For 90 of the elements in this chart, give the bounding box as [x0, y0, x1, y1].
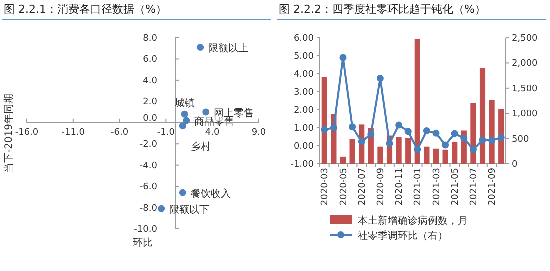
y-tick-label: -2.0 [140, 140, 158, 150]
bar [406, 138, 412, 164]
bar [480, 68, 486, 164]
x-tick-label: -1.0 [157, 128, 176, 138]
point [470, 146, 477, 154]
point [451, 130, 458, 138]
point [158, 205, 166, 212]
point [442, 142, 450, 149]
chart-title: 图 2.2.1：消费各口径数据（%） [4, 3, 167, 16]
x-tick-label: 2020-11 [395, 168, 406, 206]
point [460, 134, 468, 142]
x-tick-label: -6.0 [111, 128, 129, 138]
x-tick-label: 2021-07 [469, 168, 480, 206]
x-axis-title: 环比 [133, 237, 153, 249]
bar [340, 156, 346, 164]
y-tick-label: -8.0 [140, 204, 158, 214]
point [498, 134, 505, 142]
point [404, 128, 412, 136]
x-tick-label: 9.0 [252, 128, 266, 138]
point [386, 140, 394, 148]
x-tick-label: 4.0 [205, 128, 220, 138]
point [179, 189, 186, 196]
annotation: 乡村 [190, 141, 211, 154]
y-tick-label: -4.0 [140, 161, 158, 172]
bar [322, 77, 328, 164]
y-tick-label: 0.0 [143, 114, 158, 124]
y-tick-label: 3.00 [294, 88, 314, 98]
x-tick-label: 2020-03 [320, 168, 331, 206]
y-tick-label: 2.0 [143, 98, 158, 108]
chart-title: 图 2.2.2：四季度社零环比趋于钝化（%） [279, 3, 486, 16]
legend-label: 社零季调环比（右） [358, 230, 448, 242]
point [349, 124, 356, 131]
y-tick-label: 5.00 [294, 52, 314, 62]
point [358, 138, 366, 146]
y2-tick-label: 500 [512, 134, 530, 145]
point [179, 122, 186, 130]
x-tick-label: 2020-07 [358, 168, 368, 206]
y2-tick-label: 2,000 [512, 59, 538, 70]
y-tick-label: 4.00 [294, 70, 314, 80]
point [432, 130, 440, 137]
y2-tick-label: 0 [512, 160, 518, 170]
y2-tick-label: 1,000 [512, 110, 538, 120]
y-tick-label: 6.00 [294, 34, 314, 44]
point [321, 126, 328, 134]
point [423, 128, 430, 135]
point [340, 54, 347, 62]
annotation: 限额以上 [208, 42, 249, 55]
annotation: 商品零售 [194, 116, 235, 128]
point [197, 44, 204, 52]
y2-tick-label: 1,500 [512, 84, 538, 94]
point [414, 146, 422, 154]
y-tick-label: 4.0 [143, 76, 158, 86]
point [181, 110, 188, 118]
x-tick-label: -11.0 [62, 128, 86, 138]
y-tick-label: 2.00 [294, 106, 314, 116]
point [202, 108, 210, 116]
x-tick-label: 2021-09 [488, 168, 498, 206]
point [183, 117, 190, 124]
x-tick-label: 2021-05 [450, 168, 461, 206]
bar [452, 142, 458, 164]
x-tick-label: 2020-05 [339, 168, 350, 206]
legend-label: 本土新增确诊病例数，月 [358, 215, 468, 227]
y-tick-label: 6.0 [143, 55, 158, 66]
bar [396, 137, 402, 164]
point [368, 130, 375, 138]
point [396, 122, 403, 129]
y-axis-title: 当下-2019年同期 [3, 94, 15, 174]
bar [442, 150, 448, 164]
x-tick-label: 2021-03 [432, 168, 442, 206]
x-tick-label: -16.0 [15, 128, 39, 138]
y-tick-label: -1.00 [290, 160, 314, 170]
bar [424, 146, 430, 164]
y2-tick-label: 2,500 [512, 34, 538, 44]
bar [378, 146, 384, 164]
y-tick-label: -10.0 [134, 225, 158, 235]
point [479, 136, 486, 144]
y-tick-label: 0.00 [294, 142, 314, 152]
point [330, 124, 338, 132]
annotation: 餐饮收入 [190, 188, 231, 200]
bar [350, 139, 356, 164]
point [376, 75, 384, 82]
y-tick-label: 8.0 [143, 34, 158, 44]
annotation: 城镇 [174, 97, 195, 110]
bar [414, 39, 420, 164]
bar [433, 148, 440, 164]
x-tick-label: 2020-09 [376, 168, 386, 206]
point [488, 137, 496, 144]
annotation: 限额以下 [170, 204, 210, 216]
x-tick-label: 2021-01 [414, 168, 424, 206]
y-tick-label: 1.00 [294, 124, 314, 134]
